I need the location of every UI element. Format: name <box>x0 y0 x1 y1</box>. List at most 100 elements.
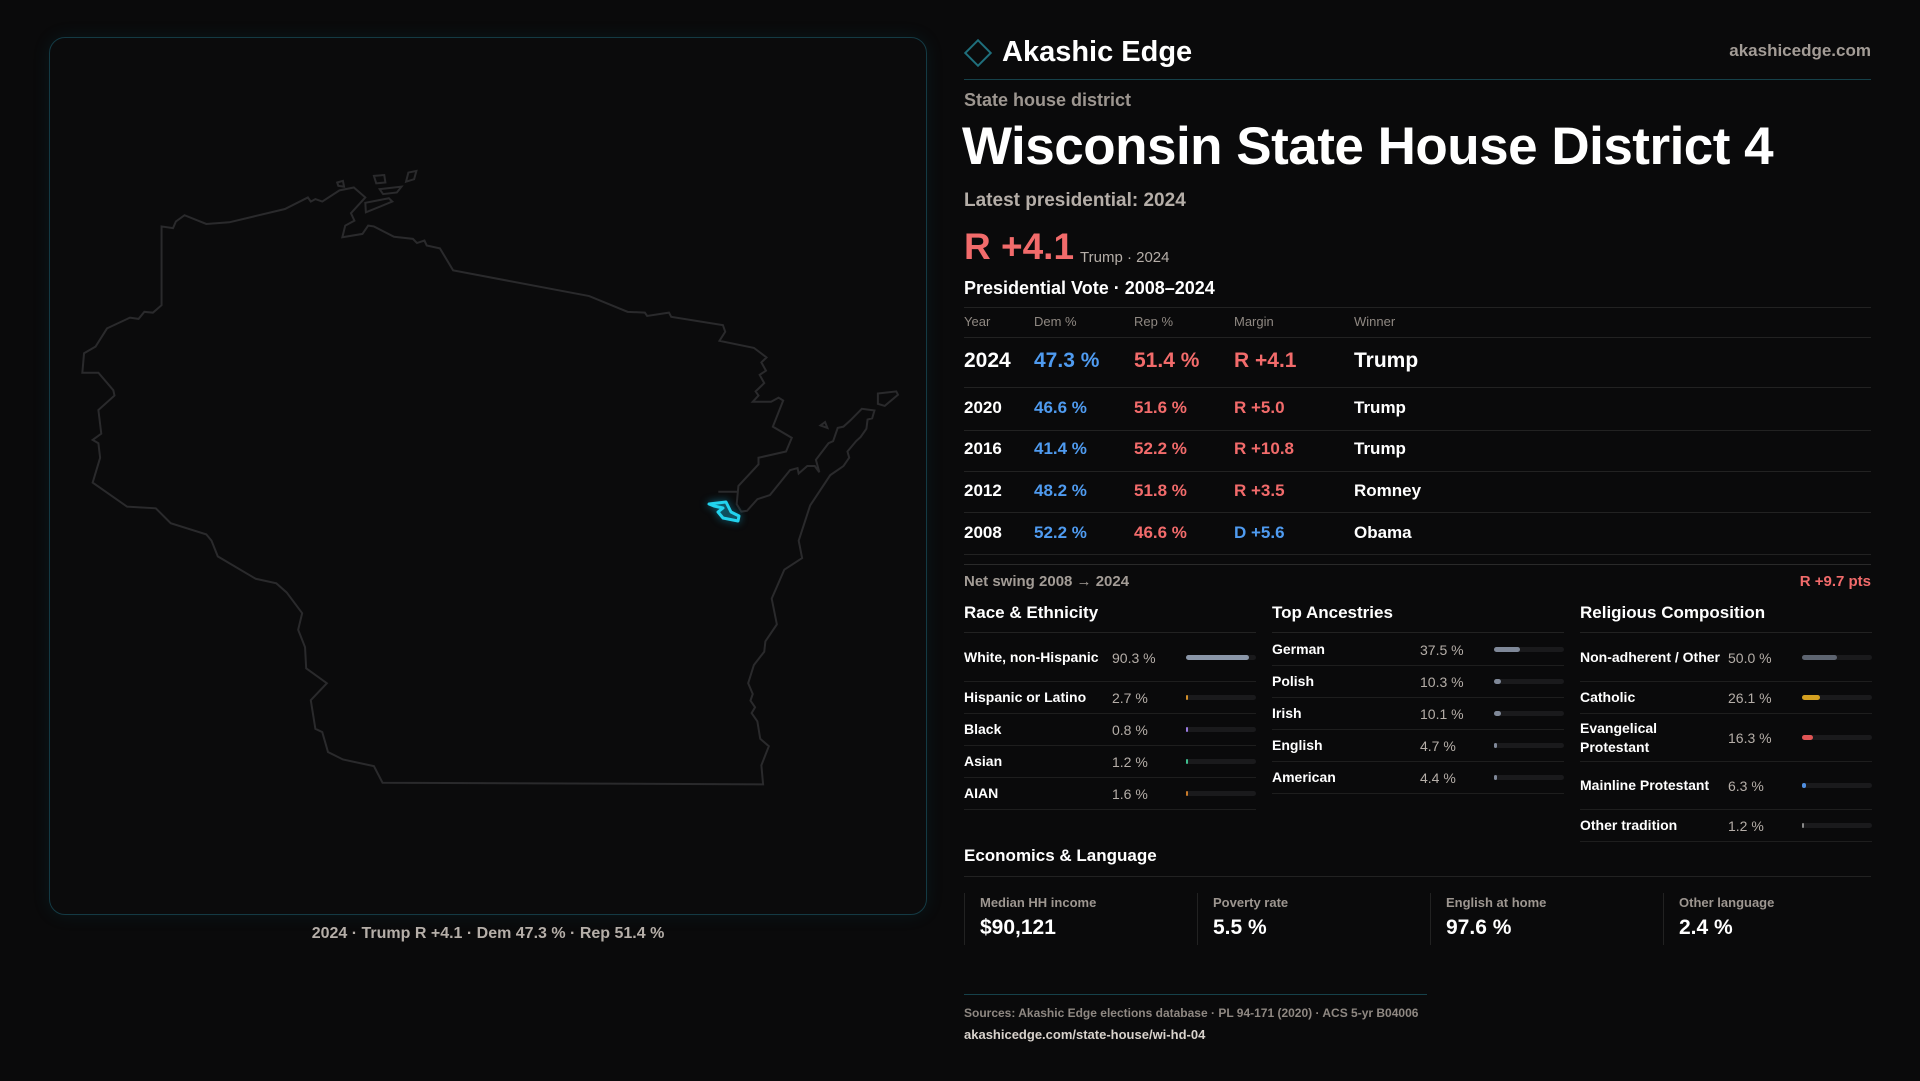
row-value: 50.0 % <box>1728 649 1772 666</box>
brand-logo[interactable]: Akashic Edge <box>963 36 1193 69</box>
table-cell-rep: 52.2 % <box>1134 439 1187 458</box>
row-label: Irish <box>1272 705 1302 721</box>
religion-divider <box>1580 632 1872 633</box>
bar-track <box>1494 679 1564 684</box>
bar-track <box>1186 759 1256 764</box>
column-header: Rep % <box>1134 314 1174 329</box>
bar-track <box>1802 695 1872 700</box>
diamond-icon <box>963 38 993 67</box>
religion-title: Religious Composition <box>1580 603 1766 622</box>
map-panel[interactable] <box>49 37 927 915</box>
row-value: 0.8 % <box>1112 721 1148 738</box>
row-label: Black <box>964 721 1002 737</box>
ancestry-row: English 4.7 % <box>1272 730 1564 762</box>
bar-track <box>1802 823 1872 828</box>
bar-track <box>1186 695 1256 700</box>
table-cell-winner: Trump <box>1354 349 1419 372</box>
row-label: Hispanic or Latino <box>964 689 1087 705</box>
race-row: AIAN 1.6 % <box>964 778 1256 810</box>
row-divider <box>964 471 1871 472</box>
race-row: Hispanic or Latino 2.7 % <box>964 682 1256 714</box>
table-cell-year: 2008 <box>964 523 1002 542</box>
table-cell-dem: 52.2 % <box>1034 523 1087 542</box>
bar-fill <box>1186 759 1188 764</box>
stat-card: English at home 97.6 % <box>1430 893 1663 945</box>
bar-fill <box>1494 679 1502 684</box>
bar-track <box>1494 711 1564 716</box>
table-cell-margin: R +4.1 <box>1234 349 1297 372</box>
stat-label: English at home <box>1446 895 1547 910</box>
bar-track <box>1494 743 1564 748</box>
row-label: Evangelical Protestant <box>1580 719 1658 755</box>
latest-presidential: Latest presidential: 2024 <box>964 190 1186 211</box>
stat-label: Poverty rate <box>1213 895 1289 910</box>
religion-row: Mainline Protestant 6.3 % <box>1580 762 1872 810</box>
bar-fill <box>1494 711 1502 716</box>
table-cell-dem: 48.2 % <box>1034 481 1087 500</box>
bar-fill <box>1494 743 1498 748</box>
row-label: White, non-Hispanic <box>964 649 1099 665</box>
map-caption: 2024 · Trump R +4.1 · Dem 47.3 % · Rep 5… <box>311 925 665 942</box>
bar-fill <box>1802 823 1804 828</box>
ancestry-divider <box>1272 632 1564 633</box>
column-header: Winner <box>1354 314 1396 329</box>
presidential-table-title: Presidential Vote · 2008–2024 <box>964 278 1215 298</box>
row-label: Catholic <box>1580 689 1636 705</box>
table-cell-dem: 46.6 % <box>1034 398 1087 417</box>
brand-name: Akashic Edge <box>1002 36 1193 68</box>
table-cell-year: 2024 <box>964 349 1011 372</box>
table-cell-dem: 47.3 % <box>1034 349 1100 372</box>
race-row: White, non-Hispanic 90.3 % <box>964 634 1256 682</box>
header-divider <box>964 337 1871 338</box>
stat-value: 97.6 % <box>1446 916 1512 939</box>
table-cell-year: 2016 <box>964 439 1002 458</box>
net-swing-label: Net swing 2008 → 2024 <box>964 573 1130 590</box>
race-title: Race & Ethnicity <box>964 603 1099 622</box>
row-value: 1.2 % <box>1728 817 1764 834</box>
table-cell-winner: Romney <box>1354 481 1422 500</box>
row-value: 37.5 % <box>1420 641 1464 658</box>
row-value: 10.3 % <box>1420 673 1464 690</box>
row-label: Other tradition <box>1580 817 1678 833</box>
table-cell-margin: R +5.0 <box>1234 398 1285 417</box>
row-label: AIAN <box>964 785 999 801</box>
stat-value: $90,121 <box>980 916 1056 939</box>
latest-winner: Trump · 2024 <box>1080 249 1170 266</box>
row-value: 4.4 % <box>1420 769 1456 786</box>
sources: Sources: Akashic Edge elections database… <box>964 1006 1419 1020</box>
ancestry-row: Irish 10.1 % <box>1272 698 1564 730</box>
bar-fill <box>1802 695 1821 700</box>
bar-track <box>1186 655 1256 660</box>
table-cell-year: 2012 <box>964 481 1002 500</box>
table-cell-rep: 46.6 % <box>1134 523 1187 542</box>
economics-divider <box>964 876 1871 877</box>
site-link[interactable]: akashicedge.com <box>1729 41 1871 60</box>
net-swing-value: R +9.7 pts <box>1799 573 1871 590</box>
ancestry-row: American 4.4 % <box>1272 762 1564 794</box>
row-value: 6.3 % <box>1728 777 1764 794</box>
stat-value: 5.5 % <box>1213 916 1267 939</box>
row-label: Non-adherent / Other <box>1580 649 1721 665</box>
permalink[interactable]: akashicedge.com/state-house/wi-hd-04 <box>964 1027 1206 1042</box>
row-value: 10.1 % <box>1420 705 1464 722</box>
page-title: Wisconsin State House District 4 <box>962 117 1774 176</box>
district-highlight[interactable] <box>707 500 741 523</box>
bar-fill <box>1802 655 1837 660</box>
table-cell-rep: 51.6 % <box>1134 398 1187 417</box>
row-label: Mainline Protestant <box>1580 777 1710 793</box>
bar-track <box>1186 727 1256 732</box>
table-cell-margin: R +10.8 <box>1234 439 1295 458</box>
table-cell-rep: 51.4 % <box>1134 349 1200 372</box>
row-divider <box>964 387 1871 388</box>
religion-row: Non-adherent / Other 50.0 % <box>1580 634 1872 682</box>
economics-title: Economics & Language <box>964 846 1157 865</box>
bar-fill <box>1494 775 1498 780</box>
religion-row: Other tradition 1.2 % <box>1580 810 1872 842</box>
bar-track <box>1802 735 1872 740</box>
row-label: German <box>1272 641 1325 657</box>
bar-fill <box>1186 655 1250 660</box>
district-type: State house district <box>964 90 1132 110</box>
bar-fill <box>1186 791 1188 796</box>
stat-label: Median HH income <box>980 895 1097 910</box>
